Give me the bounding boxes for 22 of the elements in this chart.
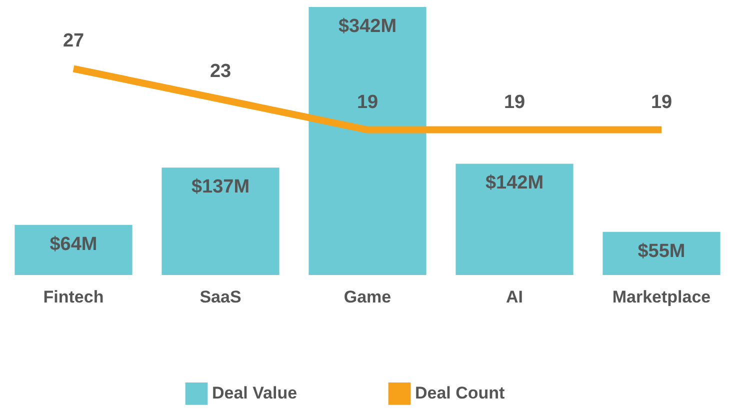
x-tick-label: Marketplace [612,288,711,306]
bar [14,224,132,275]
data-label: 19 [650,92,672,113]
data-label: 27 [62,30,84,52]
data-label: $142M [485,172,544,194]
data-label: $137M [191,176,250,198]
bar [602,232,720,275]
bar [456,164,574,275]
data-label: 19 [504,92,526,113]
data-label: 19 [356,92,378,113]
data-label: $55M [638,240,686,262]
x-tick-label: Fintech [43,288,104,306]
bar [308,7,426,275]
data-label: $342M [338,16,397,37]
legend-label: Deal Count [415,384,506,403]
data-label: $64M [50,234,98,255]
x-tick-label: AI [506,288,523,306]
legend-label: Deal Value [212,384,298,403]
x-tick-label: Game [344,288,392,306]
bar [162,168,280,275]
data-label: 23 [210,61,232,82]
x-tick-label: SaaS [200,288,242,306]
